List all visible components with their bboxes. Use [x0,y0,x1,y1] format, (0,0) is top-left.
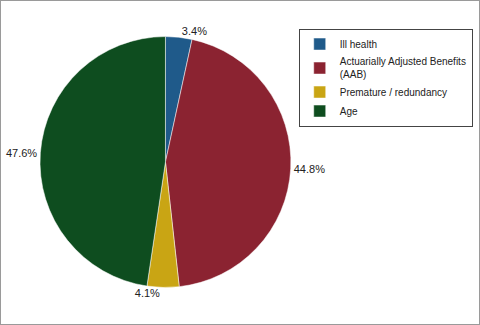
svg-text:Age: Age [340,106,358,117]
svg-text:3.4%: 3.4% [182,25,207,37]
svg-text:4.1%: 4.1% [135,287,160,299]
svg-text:Premature / redundancy: Premature / redundancy [340,87,447,98]
svg-text:47.6%: 47.6% [6,147,37,159]
svg-text:44.8%: 44.8% [294,163,325,175]
svg-text:Actuarially Adjusted Benefits(: Actuarially Adjusted Benefits(AAB) [340,56,466,80]
svg-text:Ill health: Ill health [340,39,377,50]
